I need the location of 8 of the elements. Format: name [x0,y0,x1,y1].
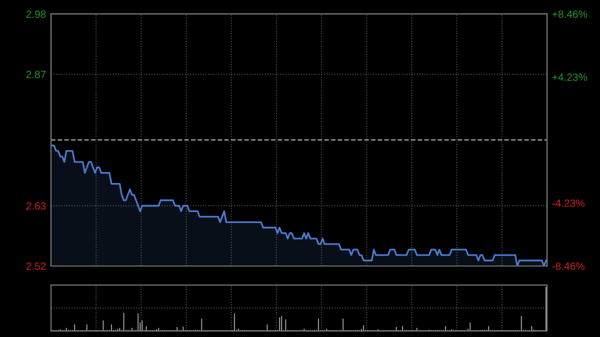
y2-tick-label: +8.46% [552,10,588,18]
y-tick-label: 2.87 [26,70,46,78]
y-tick-label: 2.63 [26,202,46,210]
y2-tick-label: -4.23% [552,199,585,207]
y2-tick-label: -8.46% [552,262,585,270]
y-tick-label: 2.98 [26,10,46,18]
y2-tick-label: +4.23% [552,73,588,81]
y-tick-label: 2.52 [26,262,46,270]
